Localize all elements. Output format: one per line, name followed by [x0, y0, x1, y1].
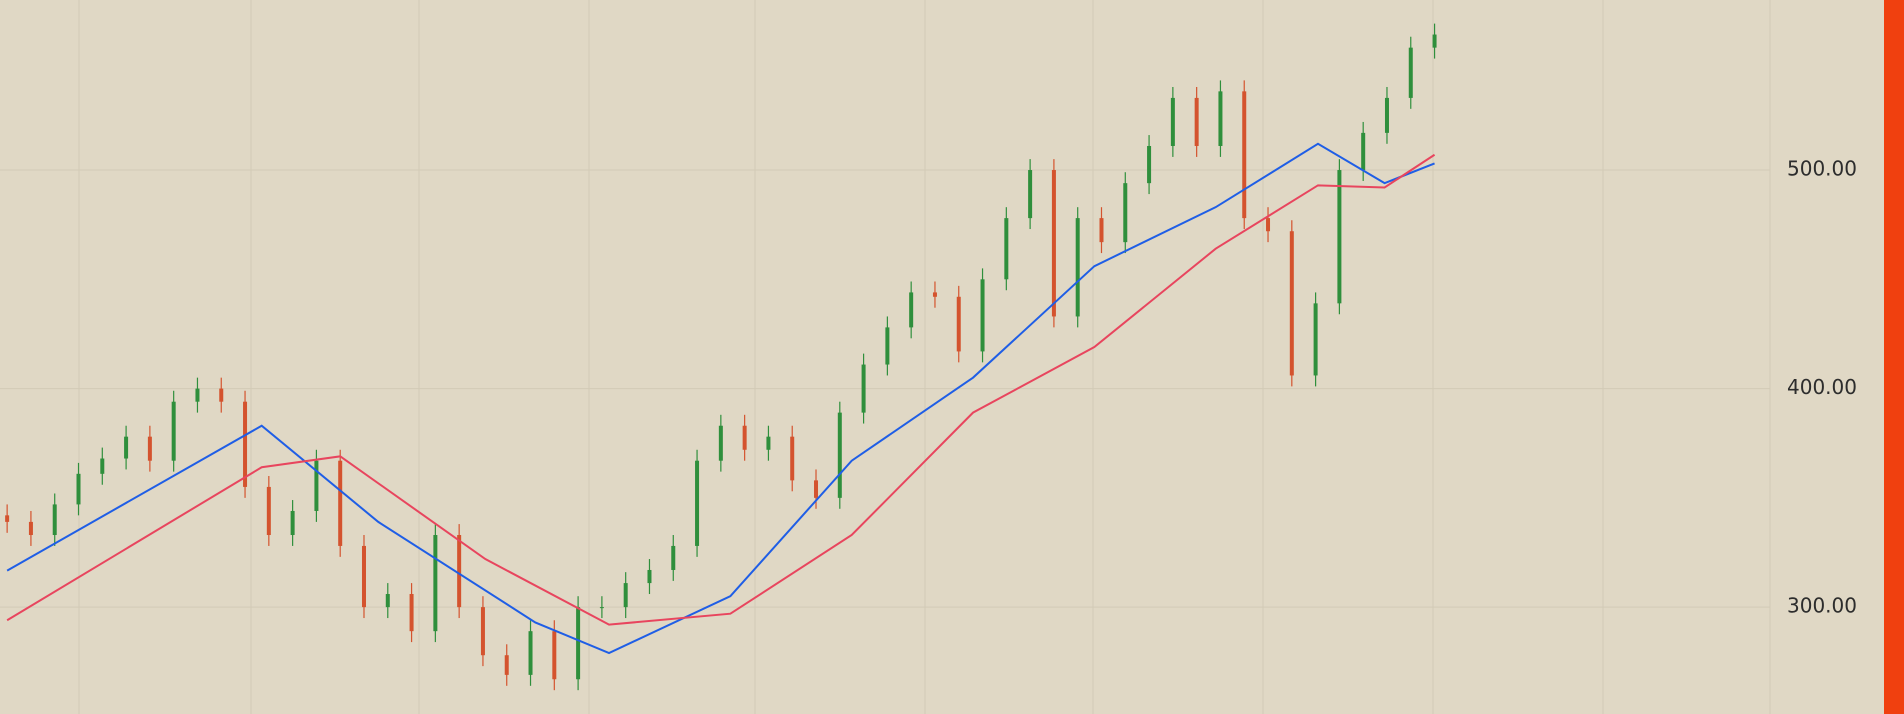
candle-body	[1289, 231, 1294, 376]
candle-body	[1194, 97, 1199, 146]
candle-body	[1432, 34, 1437, 48]
candle-body	[409, 594, 414, 632]
candle-body	[338, 460, 343, 546]
candle-body	[1337, 170, 1342, 304]
candle-body	[837, 412, 842, 498]
moving-average	[6, 142, 1435, 655]
candle-body	[1242, 91, 1247, 219]
candle-body	[1099, 218, 1104, 243]
candle-body	[195, 388, 200, 402]
candle-body	[1313, 303, 1318, 376]
candle-body	[909, 292, 914, 328]
candle-body	[695, 460, 700, 546]
candle-body	[76, 473, 81, 505]
candle-body	[1361, 132, 1366, 171]
candle-body	[290, 510, 295, 536]
candle-body	[480, 607, 485, 656]
candle-body	[528, 631, 533, 675]
candle-body	[790, 436, 795, 481]
candle-body	[100, 458, 105, 474]
candle-body	[433, 535, 438, 632]
candle-body	[885, 327, 890, 365]
candle-body	[5, 515, 10, 522]
y-tick-label: 500.00	[1787, 157, 1857, 181]
candle-body	[980, 279, 985, 352]
y-tick-label: 400.00	[1787, 375, 1857, 399]
candle-body	[766, 436, 771, 450]
candle-body	[1218, 91, 1223, 146]
candle-body	[1075, 218, 1080, 317]
candle-body	[457, 535, 462, 608]
candle-body	[1384, 97, 1389, 133]
candles	[5, 23, 1437, 691]
candle-body	[171, 401, 176, 461]
candle-body	[671, 545, 676, 570]
candle-body	[1170, 97, 1175, 146]
candle-body	[504, 655, 509, 675]
candle-body	[266, 486, 271, 536]
candle-body	[1004, 218, 1009, 280]
candle-body	[861, 364, 866, 413]
candle-body	[385, 594, 390, 608]
candle-body	[147, 436, 152, 461]
candle-body	[28, 521, 33, 536]
candle-body	[742, 425, 747, 450]
moving-average	[6, 153, 1436, 626]
candle-body	[1028, 170, 1033, 219]
candle-body	[219, 388, 224, 402]
candle-body	[1123, 183, 1128, 243]
candle-body	[1051, 170, 1056, 317]
candle-body	[1266, 218, 1271, 232]
candle-body	[718, 425, 723, 461]
candle-body	[814, 480, 819, 498]
y-tick-label: 300.00	[1787, 594, 1857, 618]
edge-bar	[1884, 0, 1904, 714]
candle-body	[932, 292, 937, 297]
vertical-grid	[78, 0, 1771, 714]
candle-body	[314, 460, 319, 511]
candle-body	[647, 569, 652, 584]
candle-body	[599, 607, 604, 609]
candle-body	[552, 631, 557, 680]
candle-body	[361, 545, 366, 608]
candle-body	[124, 436, 129, 459]
candle-body	[623, 583, 628, 608]
candle-body	[576, 607, 581, 680]
candle-body	[1147, 145, 1152, 184]
candle-body	[1408, 47, 1413, 98]
candle-body	[243, 401, 248, 487]
candle-body	[956, 296, 961, 352]
candle-body	[52, 504, 57, 536]
